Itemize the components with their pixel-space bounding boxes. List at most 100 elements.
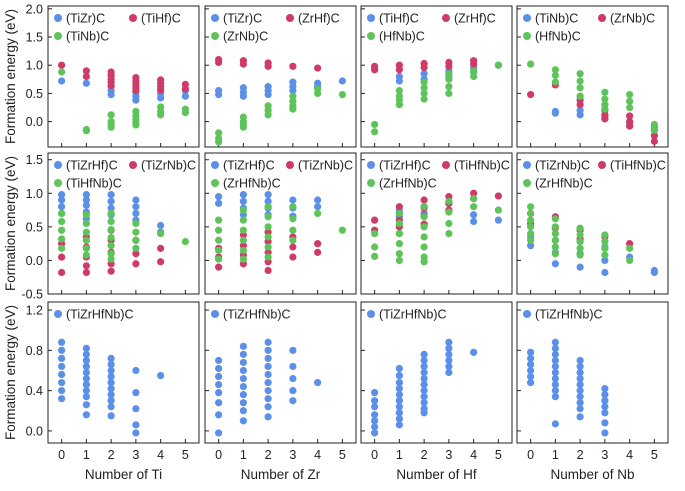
point-tihfnbc <box>157 229 165 238</box>
legend-marker <box>211 14 219 22</box>
legend-marker <box>286 14 294 22</box>
point-zrhfnbc <box>264 213 272 221</box>
panel-frame <box>47 5 200 148</box>
point-tizrc <box>107 90 115 99</box>
point-tizrc <box>181 92 189 100</box>
point-tizrc <box>338 77 346 85</box>
point-tihfnbc <box>132 244 140 252</box>
point-tizrnbc <box>82 268 90 277</box>
point-tihfnbc <box>107 242 115 250</box>
point-tizrhfnbc <box>420 393 428 401</box>
point-hfnbc <box>601 88 609 96</box>
panel-6: (TiZrHf)C (TiZrNb)C (ZrHfNb)C <box>204 152 357 295</box>
point-hfnbc <box>445 75 453 83</box>
legend-marker <box>367 32 375 40</box>
legend-label: (TiZrNb)C <box>298 159 353 173</box>
point-zrhfnbc <box>551 215 559 223</box>
point-zrnbc <box>239 123 247 131</box>
point-tizrhfnbc <box>551 393 559 401</box>
x-tick-label: 0 <box>371 448 378 462</box>
y-tick-label: 0.5 <box>26 87 43 101</box>
point-tizrhfnbc <box>576 368 584 377</box>
point-tizrhfnbc <box>289 362 297 371</box>
legend-marker <box>54 310 62 318</box>
point-tizrhfc <box>470 217 478 226</box>
point-tizrhfnbc <box>239 342 247 350</box>
point-zrhfnbc <box>264 253 272 261</box>
y-tick-label: -0.5 <box>21 288 43 302</box>
x-tick-label: 4 <box>470 448 477 462</box>
point-tihfnbc <box>181 238 189 246</box>
point-tizrhfnbc <box>82 368 90 377</box>
point-tizrhfnbc <box>420 380 428 389</box>
legend-label: (TiZr)C <box>223 12 262 26</box>
point-hfnbc <box>445 89 453 98</box>
panel-frame <box>204 152 357 295</box>
point-tizrhfnbc <box>107 354 115 362</box>
point-tizrhfc <box>314 196 322 204</box>
x-tick-label: 2 <box>108 448 115 462</box>
point-tizrhfc <box>58 196 66 204</box>
point-tizrnbc <box>58 268 66 277</box>
point-zrhfnbc <box>395 229 403 238</box>
point-tihfc <box>82 67 90 75</box>
point-zrnbc <box>215 129 223 137</box>
x-tick-label: 0 <box>58 448 65 462</box>
point-zrhfc <box>314 64 322 72</box>
panel-frame <box>360 152 513 295</box>
point-tizrhfnbc <box>264 338 272 346</box>
legend-marker <box>523 161 531 169</box>
x-tick-label: 4 <box>626 448 633 462</box>
point-tizrhfc <box>132 203 140 211</box>
point-tizrhfc <box>82 201 90 209</box>
point-zrnbc <box>650 132 658 140</box>
point-tizrhfnbc <box>264 378 272 387</box>
point-tizrhfc <box>107 197 115 205</box>
point-tizrhfc <box>82 191 90 199</box>
point-tizrhfnbc <box>395 364 403 373</box>
point-tizrhfnbc <box>445 344 453 352</box>
point-tizrhfnbc <box>420 399 428 407</box>
point-zrhfnbc <box>551 250 559 258</box>
point-hfnbc <box>626 97 634 105</box>
point-tizrhfnbc <box>82 374 90 383</box>
point-zrhfnbc <box>576 224 584 232</box>
point-zrhfnbc <box>420 203 428 211</box>
point-tizrhfnbc <box>420 350 428 358</box>
point-tizrhfnbc <box>576 374 584 383</box>
point-tizrhfnbc <box>551 350 559 358</box>
point-tizrhfc <box>157 221 165 230</box>
point-tizrhfnbc <box>264 354 272 362</box>
legend-label: (TiHf)C <box>379 12 419 26</box>
point-zrnbc <box>626 112 634 120</box>
panel-12: 0 1 2 3 4 5 Number of Nb (TiZrHfNb)C <box>516 301 669 482</box>
point-tihfc <box>420 70 428 78</box>
point-tizrhfnbc <box>239 358 247 367</box>
point-tizrhfnbc <box>107 391 115 399</box>
point-tizrhfnbc <box>420 368 428 377</box>
point-tizrhfnbc <box>445 338 453 346</box>
point-tinbc <box>58 68 66 76</box>
point-hfnbc <box>650 120 658 129</box>
point-tizrnbc <box>58 253 66 261</box>
point-tizrhfnbc <box>58 387 66 395</box>
point-tizrhfnbc <box>239 350 247 358</box>
point-tizrhfnbc <box>264 370 272 379</box>
point-zrhfnbc <box>420 243 428 251</box>
point-tizrhfnbc <box>576 356 584 365</box>
point-tizrhfnbc <box>576 380 584 389</box>
point-zrhfnbc <box>239 255 247 263</box>
point-tizrc <box>157 94 165 102</box>
point-tizrhfc <box>264 197 272 205</box>
point-tizrnbc <box>601 256 609 265</box>
point-tihfnbc <box>58 235 66 243</box>
legend-marker <box>211 310 219 318</box>
point-tihfnbc <box>420 196 428 204</box>
x-tick-label: 1 <box>83 448 90 462</box>
point-tizrhfnbc <box>445 356 453 365</box>
point-hfnbc <box>445 83 453 91</box>
panel-4: (TiNb)C (ZrNb)C (HfNb)C <box>516 5 669 148</box>
point-tizrhfnbc <box>395 378 403 387</box>
x-tick-label: 4 <box>157 448 164 462</box>
point-tizrhfnbc <box>215 380 223 389</box>
